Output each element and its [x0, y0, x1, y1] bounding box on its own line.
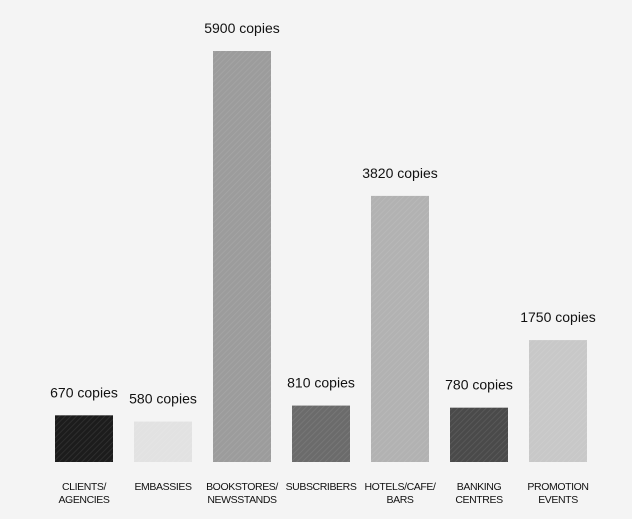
category-label-line: BANKING	[457, 481, 502, 493]
category-label: HOTELS/CAFE/BARS	[364, 481, 436, 506]
bar-texture	[529, 340, 587, 462]
category-label-line: BOOKSTORES/	[206, 481, 278, 493]
category-label-line: BARS	[387, 494, 414, 506]
category-label: EMBASSIES	[134, 481, 191, 493]
category-label-line: EMBASSIES	[134, 481, 191, 493]
category-label-line: CLIENTS/	[62, 481, 107, 493]
value-labels-layer: 670 copies 580 copies 5900 copies 810 copie…	[50, 20, 596, 407]
category-label-line: NEWSSTANDS	[207, 494, 277, 506]
bar-texture	[450, 407, 508, 462]
bar-texture	[134, 421, 192, 462]
category-label: SUBSCRIBERS	[286, 481, 357, 493]
bar-texture	[371, 195, 429, 463]
bar-texture	[213, 51, 271, 462]
category-label-line: SUBSCRIBERS	[286, 481, 357, 493]
category-labels-layer: CLIENTS/AGENCIES EMBASSIES BOOKSTORES/NEWS…	[58, 481, 589, 506]
bar-value-label: 1750 copies	[520, 309, 596, 325]
bar-value-label: 580 copies	[129, 391, 197, 407]
category-label: PROMOTION EVENTS	[527, 481, 588, 506]
category-label-line: CENTRES	[455, 494, 503, 506]
category-label-line: EVENTS	[538, 494, 578, 506]
bar-value-label: 810 copies	[287, 375, 355, 391]
bar-value-label: 780 copies	[445, 377, 513, 393]
category-label: BANKING CENTRES	[455, 481, 503, 506]
category-label: BOOKSTORES/NEWSSTANDS	[206, 481, 278, 506]
bar-value-label: 3820 copies	[362, 165, 438, 181]
category-label: CLIENTS/AGENCIES	[58, 481, 109, 506]
category-label-line: PROMOTION	[527, 481, 588, 493]
category-label-line: AGENCIES	[58, 494, 109, 506]
bar-texture	[292, 405, 350, 462]
bar-value-label: 670 copies	[50, 384, 118, 400]
bar-texture	[55, 415, 113, 462]
bar-value-label: 5900 copies	[204, 20, 280, 36]
bars-layer	[55, 51, 587, 463]
category-label-line: HOTELS/CAFE/	[364, 481, 436, 493]
